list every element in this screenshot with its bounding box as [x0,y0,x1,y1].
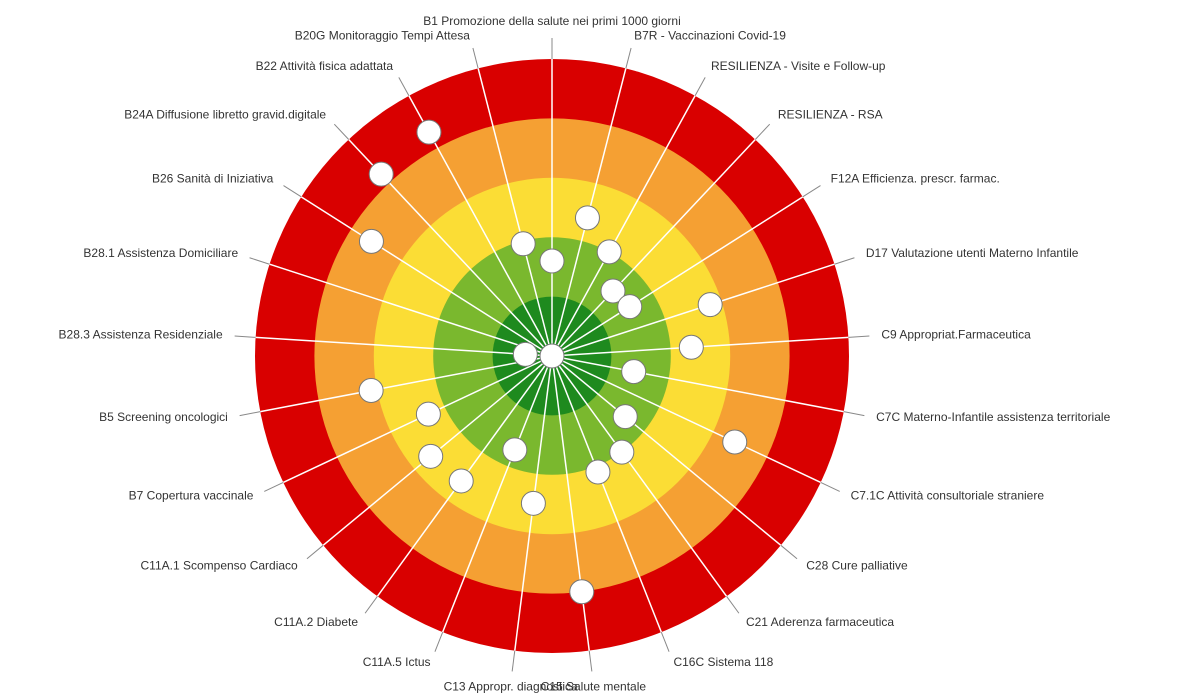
indicator-label: B26 Sanità di Iniziativa [152,171,274,185]
marker [415,401,441,427]
marker [574,205,600,231]
spoke [551,355,728,597]
indicator-label: C7.1C Attività consultoriale straniere [851,489,1045,503]
leader-line [306,544,324,560]
indicator-label: B28.3 Assistenza Residenziale [59,327,223,341]
marker [596,239,622,265]
leader-line [283,185,302,198]
spoke [551,355,782,546]
indicator-label: B20G Monitoraggio Tempi Attesa [295,29,471,43]
marker [621,359,647,385]
spoke [551,263,835,357]
marker [600,278,626,304]
marker [418,443,444,469]
marker [512,341,538,367]
spoke [551,355,844,413]
spoke [551,196,804,357]
leader-line [398,77,410,96]
marker [368,161,394,187]
marker [539,343,565,369]
marker [678,334,704,360]
marker [358,228,384,254]
leader-line [239,411,261,417]
spoke [300,196,553,357]
spoke [551,138,756,357]
marker [609,439,635,465]
indicator-label: C13 Appropr. diagnostica [444,680,578,694]
indicator-label: C28 Cure palliative [806,559,908,573]
marker [585,459,611,485]
leader-line [511,650,516,672]
indicator-label: D17 Valutazione utenti Materno Infantile [866,246,1079,260]
leader-line [264,482,284,492]
leader-line [249,257,270,265]
indicator-label: RESILIENZA - RSA [778,108,883,122]
indicator-label: C11A.2 Diabete [274,615,358,629]
indicator-label: B7 Copertura vaccinale [129,489,254,503]
indicator-label: C9 Appropriat.Farmaceutica [881,327,1031,341]
spoke [255,336,553,357]
marker [416,119,442,145]
leader-line [625,47,632,69]
leader-line [726,595,740,614]
spoke [551,355,663,633]
marker [617,294,643,320]
marker [569,579,595,605]
indicator-label: B1 Promozione della salute nei primi 100… [423,14,680,28]
leader-line [472,47,479,69]
indicator-label: B22 Attività fisica adattata [256,59,394,73]
spoke [551,95,696,357]
indicator-label: B28.1 Assistenza Domiciliare [83,246,238,260]
marker [520,490,546,516]
indicator-label: B5 Screening oncologici [99,410,228,424]
marker [502,437,528,463]
leader-line [848,335,870,338]
marker [722,429,748,455]
leader-line [834,257,855,265]
marker [510,231,536,257]
spoke [441,355,553,633]
leader-line [820,482,840,492]
marker [358,378,384,404]
leader-line [434,631,444,652]
leader-line [694,77,706,96]
indicator-label: B7R - Vaccinazioni Covid-19 [634,29,786,43]
indicator-label: C11A.1 Scompenso Cardiaco [141,559,299,573]
spoke [260,355,553,413]
leader-line [660,631,670,652]
leader-line [234,335,256,338]
indicator-label: C21 Aderenza farmaceutica [746,615,894,629]
indicator-label: RESILIENZA - Visite e Follow-up [711,59,886,73]
indicator-label: C16C Sistema 118 [673,655,773,669]
indicator-label: C7C Materno-Infantile assistenza territo… [876,410,1110,424]
leader-line [780,544,798,560]
leader-line [802,185,821,198]
spoke [269,263,553,357]
marker [539,248,565,274]
indicator-label: C15 Salute mentale [541,680,647,694]
leader-line [364,595,378,614]
spoke [477,68,553,357]
indicator-label: B24A Diffusione libretto gravid.digitale [124,108,326,122]
leader-line [843,411,865,417]
leader-line [333,123,350,140]
marker [612,404,638,430]
spoke [551,355,822,484]
leader-line [754,123,771,140]
indicator-label: C11A.5 Ictus [363,655,431,669]
indicator-label: F12A Efficienza. prescr. farmac. [831,171,1000,185]
marker [697,292,723,318]
leader-line [588,650,593,672]
marker [448,468,474,494]
